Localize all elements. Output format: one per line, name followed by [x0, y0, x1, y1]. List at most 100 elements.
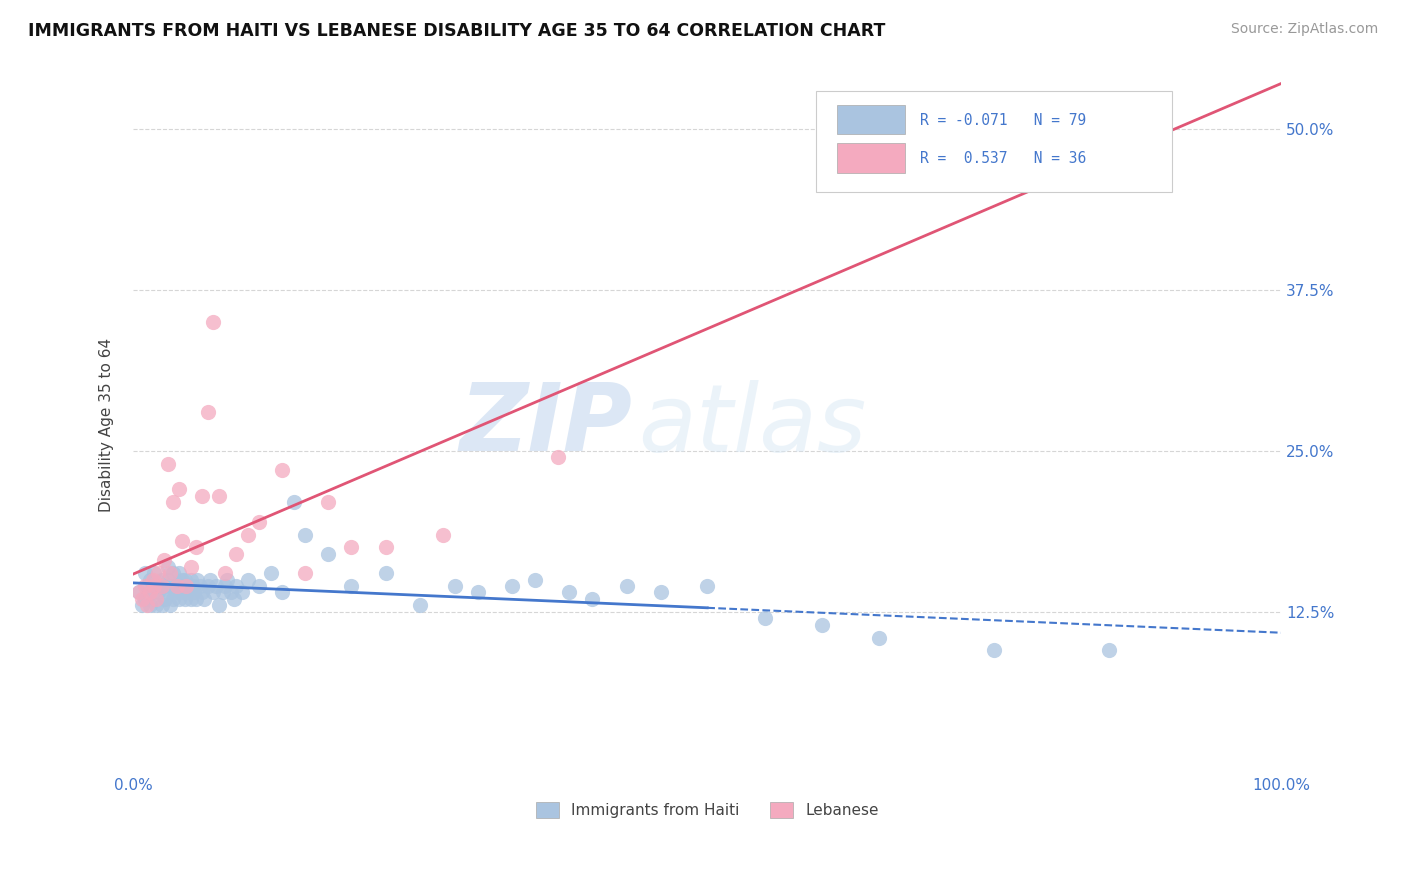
Point: [811, 617, 834, 632]
Point: [271, 585, 294, 599]
Point: [160, 579, 183, 593]
Point: [340, 579, 363, 593]
Point: [156, 585, 179, 599]
Text: R = -0.071   N = 79: R = -0.071 N = 79: [920, 113, 1085, 128]
Point: [219, 585, 242, 599]
Point: [374, 566, 396, 581]
Point: [173, 573, 195, 587]
Point: [524, 573, 547, 587]
Point: [134, 591, 156, 606]
Point: [224, 591, 246, 606]
Point: [142, 579, 165, 593]
FancyBboxPatch shape: [837, 144, 904, 173]
Point: [172, 573, 194, 587]
Point: [148, 566, 170, 581]
Point: [128, 585, 150, 599]
Point: [236, 527, 259, 541]
Point: [166, 579, 188, 593]
Point: [134, 579, 156, 593]
Point: [166, 579, 188, 593]
Point: [177, 579, 200, 593]
Point: [155, 591, 177, 606]
Point: [180, 559, 202, 574]
Point: [214, 566, 236, 581]
FancyBboxPatch shape: [837, 105, 904, 135]
Point: [374, 541, 396, 555]
Point: [153, 553, 176, 567]
Text: IMMIGRANTS FROM HAITI VS LEBANESE DISABILITY AGE 35 TO 64 CORRELATION CHART: IMMIGRANTS FROM HAITI VS LEBANESE DISABI…: [28, 22, 886, 40]
Point: [193, 591, 215, 606]
Point: [176, 585, 198, 599]
Point: [869, 631, 891, 645]
Point: [174, 579, 197, 593]
Point: [225, 547, 247, 561]
Point: [156, 559, 179, 574]
Point: [150, 573, 173, 587]
Point: [696, 579, 718, 593]
Point: [249, 515, 271, 529]
Point: [197, 579, 219, 593]
Point: [139, 573, 162, 587]
Point: [231, 585, 253, 599]
Point: [318, 495, 340, 509]
Point: [198, 573, 221, 587]
Y-axis label: Disability Age 35 to 64: Disability Age 35 to 64: [100, 338, 114, 512]
Point: [181, 579, 204, 593]
Text: atlas: atlas: [638, 380, 866, 471]
Point: [186, 573, 208, 587]
Point: [131, 591, 153, 606]
Point: [128, 585, 150, 599]
Point: [150, 579, 173, 593]
Point: [162, 591, 184, 606]
Point: [271, 463, 294, 477]
Point: [191, 585, 214, 599]
Point: [318, 547, 340, 561]
Point: [558, 585, 581, 599]
Point: [167, 566, 190, 581]
Point: [156, 457, 179, 471]
Point: [173, 591, 195, 606]
Point: [202, 585, 225, 599]
Point: [170, 585, 193, 599]
Point: [165, 585, 187, 599]
Point: [142, 585, 165, 599]
Point: [180, 573, 202, 587]
Point: [204, 579, 226, 593]
Point: [167, 483, 190, 497]
Point: [443, 579, 465, 593]
Legend: Immigrants from Haiti, Lebanese: Immigrants from Haiti, Lebanese: [530, 796, 884, 824]
Point: [409, 599, 432, 613]
Point: [197, 405, 219, 419]
Point: [180, 591, 202, 606]
Point: [754, 611, 776, 625]
Point: [142, 573, 165, 587]
Point: [467, 585, 489, 599]
Point: [208, 599, 231, 613]
Point: [145, 591, 167, 606]
Point: [283, 495, 305, 509]
Point: [1098, 643, 1121, 657]
Point: [135, 599, 157, 613]
Point: [294, 566, 316, 581]
Point: [211, 585, 233, 599]
Point: [202, 315, 225, 329]
Point: [208, 489, 231, 503]
Point: [162, 495, 184, 509]
Point: [186, 541, 208, 555]
Point: [145, 579, 167, 593]
Point: [134, 566, 156, 581]
Point: [236, 573, 259, 587]
Point: [186, 591, 208, 606]
Point: [183, 585, 205, 599]
Point: [139, 585, 162, 599]
Point: [172, 533, 194, 548]
Point: [547, 450, 569, 465]
FancyBboxPatch shape: [817, 91, 1173, 192]
Point: [188, 579, 211, 593]
Point: [214, 579, 236, 593]
Point: [148, 585, 170, 599]
Point: [142, 566, 165, 581]
Text: R =  0.537   N = 36: R = 0.537 N = 36: [920, 152, 1085, 166]
Point: [139, 599, 162, 613]
Point: [156, 573, 179, 587]
